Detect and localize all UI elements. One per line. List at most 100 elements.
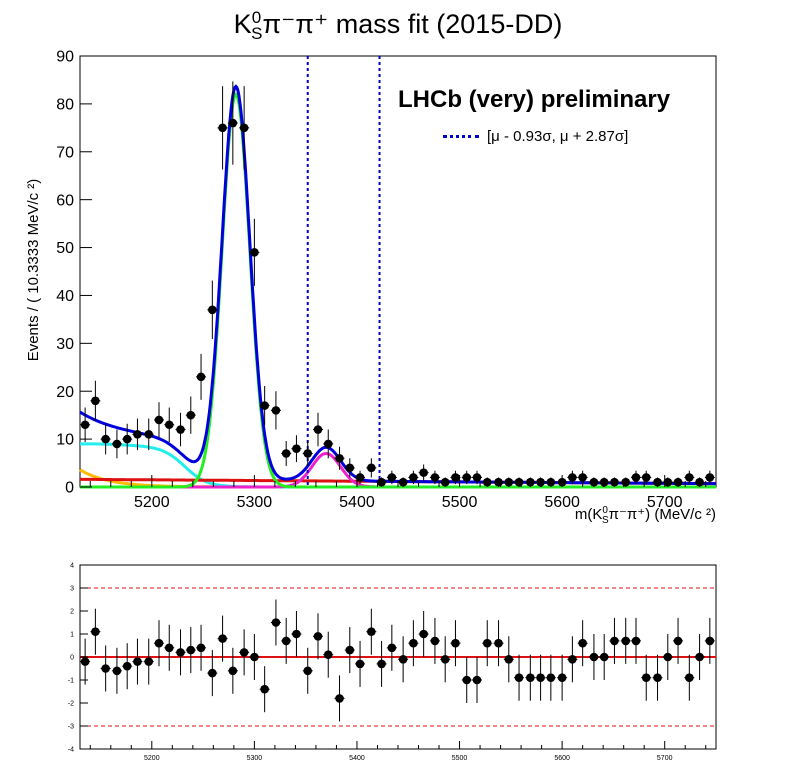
pull-marker <box>176 648 185 657</box>
pull-marker <box>557 673 567 682</box>
pull-marker <box>218 634 227 643</box>
main-point <box>545 477 556 487</box>
main-data-points <box>80 81 715 487</box>
pull-marker <box>504 655 514 664</box>
pull-point <box>153 620 164 667</box>
pull-marker <box>101 664 110 673</box>
pull-point <box>525 654 536 701</box>
main-marker <box>164 420 174 430</box>
main-marker <box>367 463 376 473</box>
pull-point <box>599 634 610 680</box>
pull-marker <box>228 666 238 676</box>
pull-marker <box>621 636 631 646</box>
pull-marker <box>281 636 291 646</box>
pull-marker <box>568 655 577 664</box>
pull-marker <box>239 648 249 657</box>
main-marker <box>621 477 631 487</box>
main-marker <box>673 477 683 487</box>
pull-y-tick-label: 4 <box>70 562 74 569</box>
pull-marker <box>186 645 196 655</box>
main-marker <box>271 406 281 415</box>
curve-total-fit <box>79 84 716 486</box>
pull-axes: 5200 5300 5400 5500 5600 5700 -4 -3 -2 -1 0 1 2 3 4 <box>68 562 707 762</box>
pull-marker <box>398 655 408 664</box>
main-x-tick-label: 5600 <box>544 494 580 511</box>
main-point <box>281 441 292 466</box>
main-point <box>323 429 334 459</box>
pull-x-tick-label: 5400 <box>349 755 365 762</box>
pull-marker <box>494 638 503 648</box>
chart-title: K0Sπ⁻π⁺ mass fit (2015-DD) <box>233 8 563 44</box>
pull-point <box>557 654 568 701</box>
pull-marker <box>641 673 651 682</box>
main-point <box>461 470 472 485</box>
main-marker <box>482 477 492 487</box>
pull-point <box>323 631 334 678</box>
pull-x-tick-label: 5500 <box>452 755 468 762</box>
pull-marker <box>526 673 535 682</box>
pull-point <box>567 636 578 683</box>
pull-point <box>641 654 652 701</box>
pull-point <box>673 617 684 664</box>
main-point <box>471 470 482 485</box>
main-marker <box>335 453 344 463</box>
main-y-tick-label: 30 <box>56 336 74 353</box>
main-point <box>80 407 91 442</box>
pull-point <box>227 647 238 694</box>
pull-marker <box>164 643 174 653</box>
pull-point <box>164 624 175 671</box>
main-point <box>344 458 355 478</box>
legend-swatch-window <box>443 134 479 138</box>
pull-point <box>334 675 345 722</box>
pull-marker <box>673 636 683 646</box>
main-point <box>704 470 715 485</box>
legend-text: [μ - 0.93σ, μ + 2.87σ] <box>487 127 629 145</box>
main-marker <box>281 449 291 458</box>
pull-y-tick-label: 1 <box>70 631 74 638</box>
main-point <box>312 412 323 447</box>
main-point <box>302 441 313 466</box>
pull-point <box>535 654 546 701</box>
main-marker <box>112 439 122 449</box>
pull-marker <box>663 652 673 662</box>
main-point <box>153 402 164 438</box>
pull-y-tick-label: -3 <box>68 723 74 730</box>
pull-point <box>366 608 377 655</box>
main-point <box>175 412 186 447</box>
main-marker <box>631 473 641 482</box>
main-marker <box>419 468 428 477</box>
main-marker <box>504 477 514 487</box>
pull-point <box>704 617 715 664</box>
pull-marker <box>589 652 599 662</box>
main-point <box>249 218 260 286</box>
main-point <box>185 396 196 434</box>
main-point <box>90 380 101 421</box>
pull-point <box>684 654 695 701</box>
pull-marker <box>462 675 472 685</box>
main-point <box>673 477 684 487</box>
main-plot-frame <box>79 55 717 488</box>
main-marker <box>440 477 450 487</box>
main-marker <box>355 473 365 482</box>
main-marker <box>122 434 132 444</box>
pull-marker <box>546 673 556 682</box>
main-marker <box>250 248 259 257</box>
main-marker <box>589 477 599 487</box>
main-y-tick-label: 50 <box>56 240 74 257</box>
pull-x-tick-label: 5600 <box>554 755 570 762</box>
main-marker <box>154 415 164 425</box>
pull-marker <box>610 636 619 646</box>
main-point <box>132 418 143 451</box>
main-point <box>450 470 461 485</box>
main-point <box>207 280 218 340</box>
pull-point <box>185 627 196 674</box>
main-frame-box <box>79 55 717 488</box>
y-axis-label: Events / ( 10.3333 MeV/c ²) <box>25 178 42 362</box>
pull-point <box>577 620 588 667</box>
main-marker <box>208 305 217 315</box>
pull-marker <box>154 638 164 648</box>
pull-point <box>609 617 620 664</box>
fit-curves <box>79 56 716 489</box>
main-point <box>652 477 663 487</box>
main-marker <box>144 430 154 439</box>
